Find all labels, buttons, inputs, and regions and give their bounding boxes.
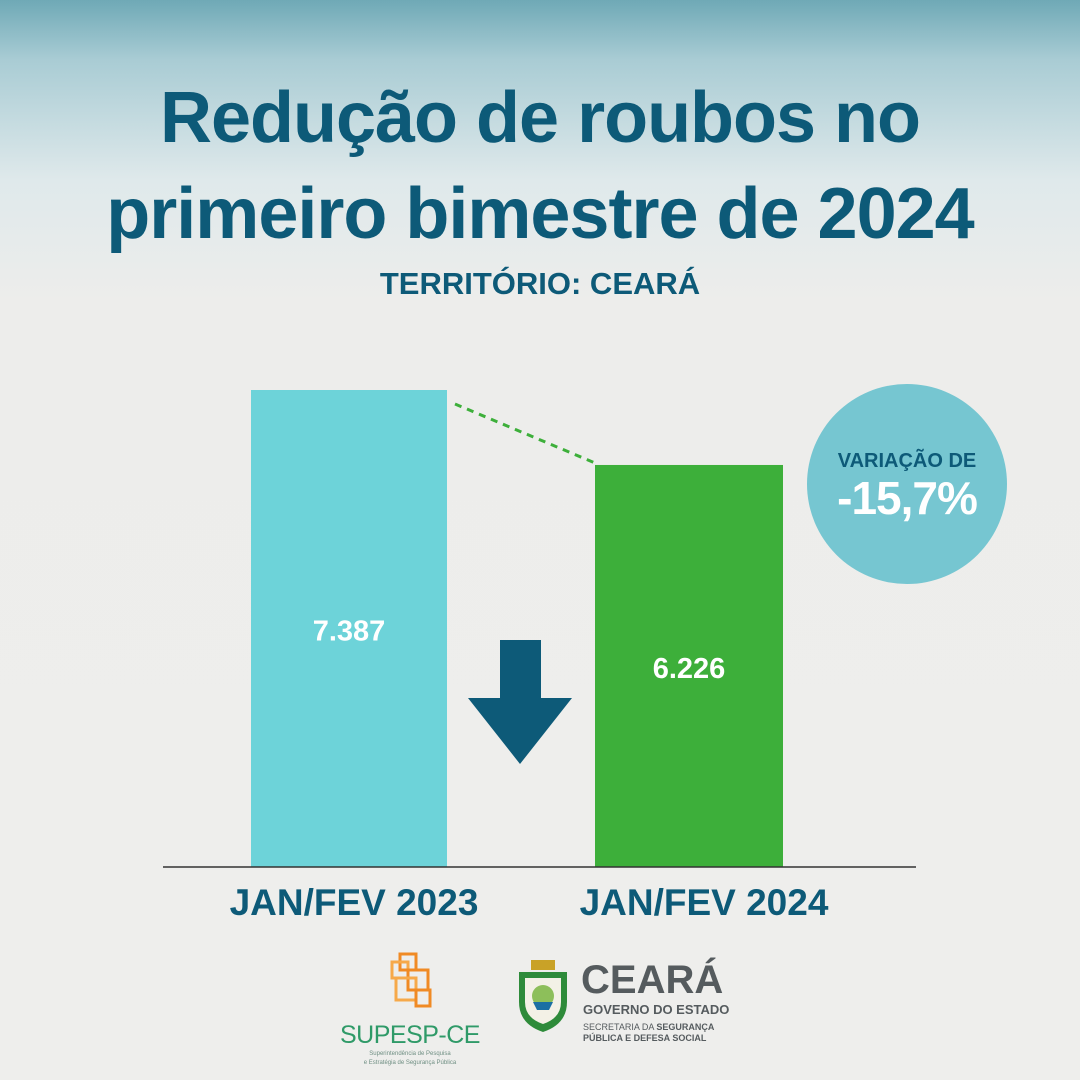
bar-value-label-0: 7.387 xyxy=(313,616,386,648)
supesp-logo: SUPESP-CE Superintendência de Pesquisa e… xyxy=(330,950,490,1067)
bar-0 xyxy=(251,390,447,867)
territory-subtitle: TERRITÓRIO: CEARÁ xyxy=(379,266,701,301)
supesp-logo-icon xyxy=(390,952,432,1008)
variation-badge: VARIAÇÃO DE -15,7% xyxy=(807,384,1007,584)
title-line-2: primeiro bimestre de 2024 xyxy=(106,174,974,254)
variation-label: VARIAÇÃO DE xyxy=(837,449,977,472)
down-arrow-icon xyxy=(468,640,572,764)
supesp-tagline-1: Superintendência de Pesquisa xyxy=(369,1051,451,1057)
ceara-government-logo: CEARÁ GOVERNO DO ESTADO SECRETARIA DA SE… xyxy=(515,958,755,1043)
title-line-1: Redução de roubos no xyxy=(159,78,921,158)
variation-value: -15,7% xyxy=(837,471,978,524)
dept-line-2: PÚBLICA E DEFESA SOCIAL xyxy=(583,1033,707,1043)
ceara-coat-of-arms-icon xyxy=(519,960,567,1032)
dept-line-1: SECRETARIA DA SEGURANÇA xyxy=(583,1022,715,1032)
category-label-0: JAN/FEV 2023 xyxy=(230,882,479,923)
bar-1 xyxy=(595,464,783,867)
ceara-subtitle: GOVERNO DO ESTADO xyxy=(583,1002,730,1017)
ceara-title: CEARÁ xyxy=(581,958,724,1002)
trend-dashed-line xyxy=(454,402,596,465)
supesp-name: SUPESP-CE xyxy=(340,1021,480,1049)
ceara-department: SECRETARIA DA SEGURANÇA PÚBLICA E DEFESA… xyxy=(583,1022,753,1044)
supesp-tagline-2: e Estratégia de Segurança Pública xyxy=(363,1060,457,1066)
category-label-1: JAN/FEV 2024 xyxy=(580,882,829,923)
bar-value-label-1: 6.226 xyxy=(653,653,726,685)
page-title: Redução de roubos no primeiro bimestre d… xyxy=(0,70,1080,262)
